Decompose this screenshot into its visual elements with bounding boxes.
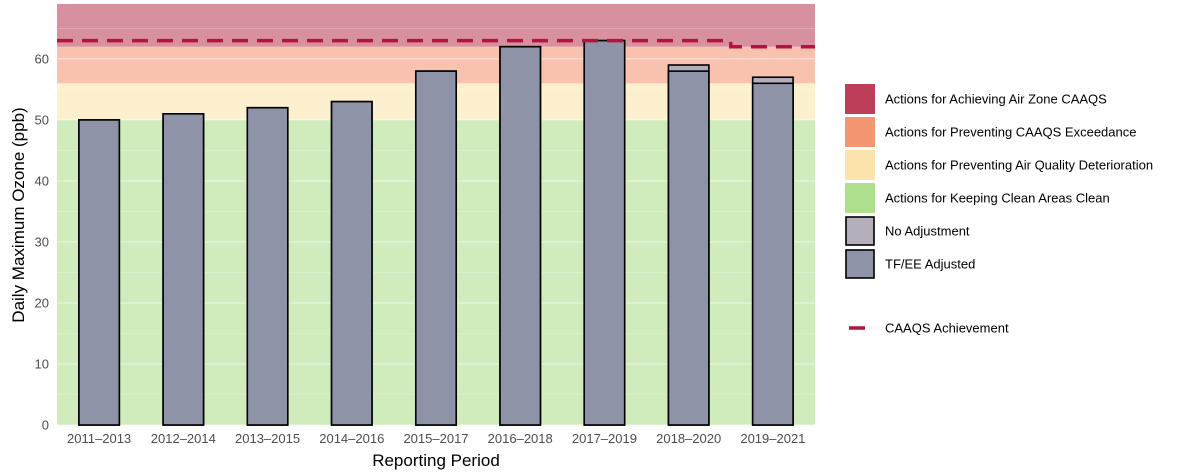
y-tick-label: 30 xyxy=(35,234,49,249)
bar-tfee-adjusted xyxy=(667,70,710,426)
legend-label: TF/EE Adjusted xyxy=(885,257,975,272)
caaqs-achievement-line xyxy=(57,38,815,49)
y-tick-label: 20 xyxy=(35,295,49,310)
x-tick-label: 2015–2017 xyxy=(403,431,468,446)
bar-tfee-adjusted xyxy=(751,82,794,426)
y-tick-label: 50 xyxy=(35,112,49,127)
x-tick-label: 2016–2018 xyxy=(488,431,553,446)
caaqs-line xyxy=(57,38,815,49)
legend: Actions for Achieving Air Zone CAAQS Acti… xyxy=(845,84,1153,336)
y-tick-label: 40 xyxy=(35,173,49,188)
legend-swatch-series-1 xyxy=(845,249,875,279)
x-tick-label: 2017–2019 xyxy=(572,431,637,446)
legend-label: Actions for Keeping Clean Areas Clean xyxy=(885,191,1110,206)
y-axis-title: Daily Maximum Ozone (ppb) xyxy=(9,107,28,322)
legend-swatch-band-1 xyxy=(845,117,875,147)
x-tick-label: 2012–2014 xyxy=(151,431,216,446)
legend-label: CAAQS Achievement xyxy=(885,321,1009,336)
y-axis-ticks: 0 10 20 30 40 50 60 xyxy=(35,51,49,432)
y-tick-label: 10 xyxy=(35,356,49,371)
bar-tfee-adjusted xyxy=(78,119,121,426)
x-tick-label: 2018–2020 xyxy=(656,431,721,446)
x-axis-ticks: 2011–2013 2012–2014 2013–2015 2014–2016 2015… xyxy=(67,431,805,446)
legend-label: Actions for Achieving Air Zone CAAQS xyxy=(885,92,1107,107)
x-tick-label: 2011–2013 xyxy=(67,431,131,446)
legend-swatch-band-2 xyxy=(845,150,875,180)
y-tick-label: 0 xyxy=(42,418,49,433)
x-axis-title: Reporting Period xyxy=(372,451,500,470)
legend-swatch-series-0 xyxy=(845,216,875,246)
legend-swatch-band-0 xyxy=(845,84,875,114)
bar-tfee-adjusted xyxy=(162,113,205,426)
bar-tfee-adjusted xyxy=(246,106,289,426)
bar-tfee-adjusted xyxy=(330,100,373,426)
bar-tfee-adjusted xyxy=(499,45,542,426)
x-tick-label: 2014–2016 xyxy=(319,431,384,446)
legend-label: No Adjustment xyxy=(885,224,970,239)
bar-tfee-adjusted xyxy=(583,39,626,426)
legend-label: Actions for Preventing Air Quality Deter… xyxy=(885,158,1153,173)
y-tick-label: 60 xyxy=(35,51,49,66)
legend-swatch-band-3 xyxy=(845,183,875,213)
bar-tfee-adjusted xyxy=(414,70,458,426)
bars xyxy=(78,39,794,426)
x-tick-label: 2013–2015 xyxy=(235,431,300,446)
x-tick-label: 2019–2021 xyxy=(740,431,805,446)
legend-label: Actions for Preventing CAAQS Exceedance xyxy=(885,125,1136,140)
